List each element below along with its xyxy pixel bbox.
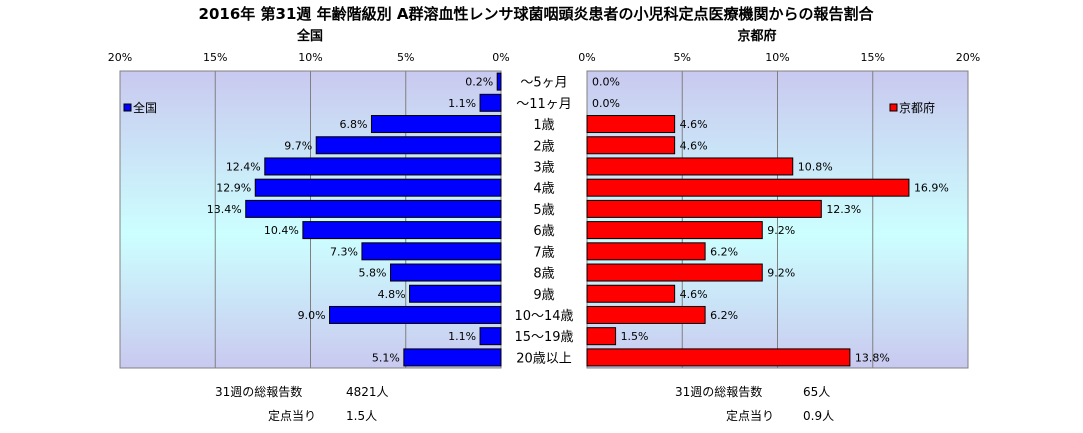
category-label: 7歳 xyxy=(533,245,554,260)
national-bar xyxy=(361,242,502,261)
national-data-label: 9.0% xyxy=(298,309,326,322)
kyoto-data-label: 6.2% xyxy=(710,309,738,322)
national-bar xyxy=(409,284,502,303)
kyoto-bar xyxy=(586,157,794,176)
national-data-label: 0.2% xyxy=(465,76,493,89)
category-label: 2歳 xyxy=(533,139,554,154)
national-data-label: 1.1% xyxy=(448,97,476,110)
kyoto-data-label: 0.0% xyxy=(592,76,620,89)
kyoto-bar xyxy=(586,348,851,367)
national-data-label: 13.4% xyxy=(207,203,242,216)
kyoto-legend-label: 京都府 xyxy=(899,100,935,115)
national-data-label: 1.1% xyxy=(448,330,476,343)
national-bar xyxy=(479,327,502,346)
national-tick-label: 5% xyxy=(397,51,414,64)
national-bar xyxy=(264,157,502,176)
national-tick-label: 10% xyxy=(298,51,322,64)
kyoto-total-value: 65人 xyxy=(803,385,831,399)
kyoto-data-label: 0.0% xyxy=(592,97,620,110)
kyoto-data-label: 13.8% xyxy=(855,351,890,364)
kyoto-data-label: 12.3% xyxy=(826,203,861,216)
national-bar xyxy=(496,72,502,91)
category-label: 20歳以上 xyxy=(516,351,572,366)
category-label: 3歳 xyxy=(533,160,554,175)
kyoto-bar xyxy=(586,284,676,303)
kyoto-data-label: 16.9% xyxy=(914,182,949,195)
national-bar xyxy=(254,178,502,197)
category-label: 1歳 xyxy=(533,118,554,133)
national-tick-label: 15% xyxy=(203,51,227,64)
kyoto-data-label: 4.6% xyxy=(680,139,708,152)
kyoto-bar xyxy=(586,305,706,324)
national-data-label: 10.4% xyxy=(264,224,299,237)
chart-title: 2016年 第31週 年齢階級別 A群溶血性レンサ球菌咽頭炎患者の小児科定点医療… xyxy=(199,5,875,23)
kyoto-data-label: 4.6% xyxy=(680,118,708,131)
category-label: 15～19歳 xyxy=(514,330,573,345)
national-data-label: 7.3% xyxy=(330,245,358,258)
kyoto-per-site-label: 定点当り xyxy=(726,409,775,423)
national-bar xyxy=(390,263,502,282)
kyoto-tick-label: 10% xyxy=(765,51,789,64)
kyoto-bar xyxy=(586,327,617,346)
category-label: 8歳 xyxy=(533,267,554,282)
kyoto-data-label: 1.5% xyxy=(621,330,649,343)
national-bar xyxy=(302,221,502,240)
category-label: 4歳 xyxy=(533,182,554,197)
national-data-label: 12.9% xyxy=(216,182,251,195)
kyoto-total-label: 31週の総報告数 xyxy=(675,385,763,399)
kyoto-data-label: 10.8% xyxy=(798,160,833,173)
category-label: ～11ヶ月 xyxy=(516,97,572,112)
kyoto-tick-label: 5% xyxy=(674,51,691,64)
national-tick-label: 20% xyxy=(108,51,132,64)
category-label: 6歳 xyxy=(533,224,554,239)
kyoto-bar xyxy=(586,263,763,282)
kyoto-legend-swatch xyxy=(889,103,898,112)
national-bar xyxy=(403,348,502,367)
kyoto-data-label: 9.2% xyxy=(767,224,795,237)
kyoto-tick-label: 0% xyxy=(578,51,595,64)
kyoto-bar xyxy=(586,221,763,240)
national-bar xyxy=(329,305,502,324)
national-data-label: 9.7% xyxy=(284,139,312,152)
national-data-label: 5.8% xyxy=(359,267,387,280)
national-total-label: 31週の総報告数 xyxy=(215,385,303,399)
national-data-label: 5.1% xyxy=(372,351,400,364)
kyoto-data-label: 4.6% xyxy=(680,288,708,301)
kyoto-data-label: 6.2% xyxy=(710,245,738,258)
national-per-site-label: 定点当り xyxy=(268,409,317,423)
kyoto-data-label: 9.2% xyxy=(767,267,795,280)
national-legend-label: 全国 xyxy=(133,100,157,115)
kyoto-bar xyxy=(586,242,706,261)
kyoto-bar xyxy=(586,178,910,197)
national-bar xyxy=(370,115,502,134)
national-data-label: 4.8% xyxy=(378,288,406,301)
kyoto-bar xyxy=(586,115,676,134)
national-data-label: 12.4% xyxy=(226,160,261,173)
kyoto-tick-label: 15% xyxy=(861,51,885,64)
national-bar xyxy=(245,199,502,218)
category-label: 9歳 xyxy=(533,288,554,303)
national-data-label: 6.8% xyxy=(340,118,368,131)
national-heading: 全国 xyxy=(296,28,323,44)
category-label: ～5ヶ月 xyxy=(520,76,567,91)
national-bar xyxy=(315,136,502,155)
kyoto-per-site-value: 0.9人 xyxy=(803,409,835,423)
kyoto-heading: 京都府 xyxy=(737,28,776,44)
national-tick-label: 0% xyxy=(492,51,509,64)
national-total-value: 4821人 xyxy=(346,385,389,399)
national-legend-swatch xyxy=(123,103,132,112)
kyoto-bar xyxy=(586,136,676,155)
kyoto-bar xyxy=(586,199,822,218)
national-bar xyxy=(479,93,502,112)
national-per-site-value: 1.5人 xyxy=(346,409,378,423)
kyoto-tick-label: 20% xyxy=(956,51,980,64)
category-label: 5歳 xyxy=(533,203,554,218)
category-label: 10～14歳 xyxy=(514,309,573,324)
